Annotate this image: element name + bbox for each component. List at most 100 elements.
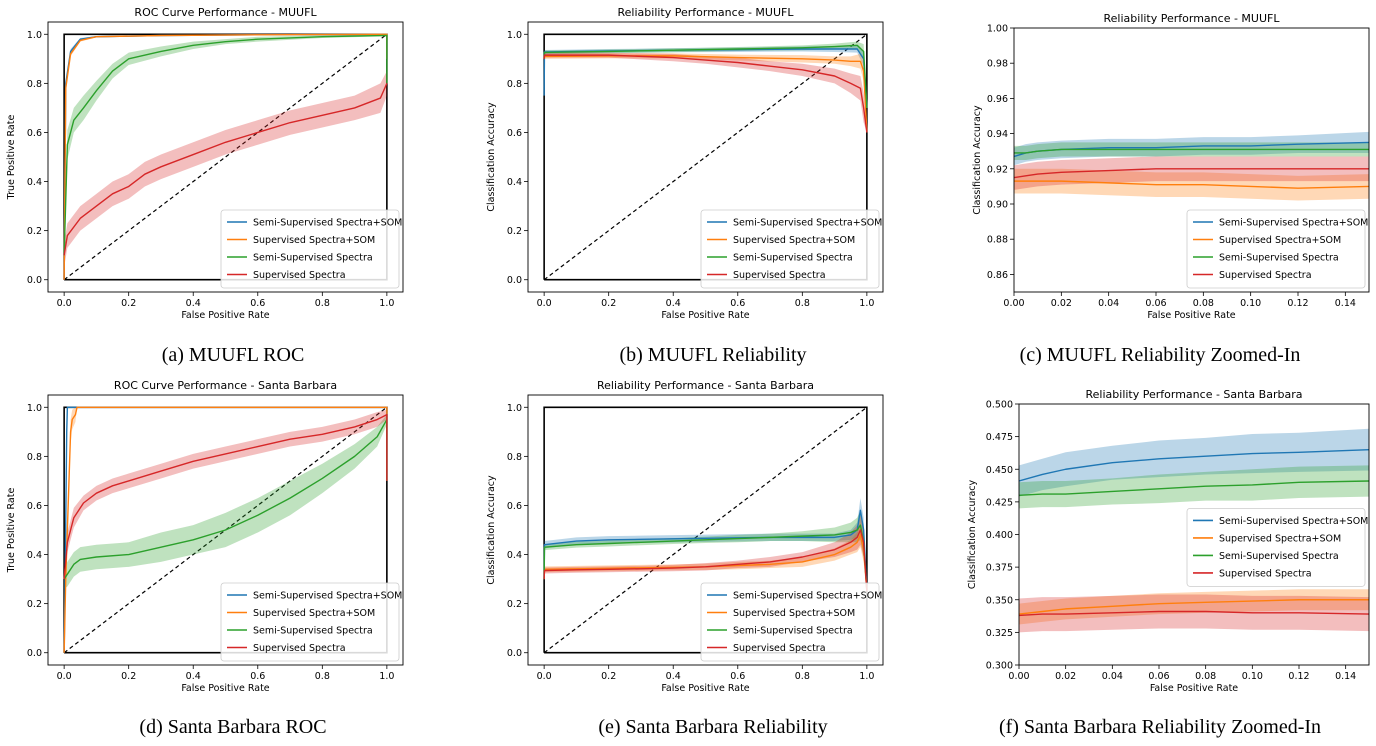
series-line-supervised-spectra [543, 54, 868, 133]
legend-entry: Supervised Spectra+SOM [733, 235, 855, 246]
band-supervised-spectra-som [544, 53, 867, 133]
band-semi-supervised-spectra [64, 414, 387, 589]
series-line-semi-supervised-spectra [63, 34, 388, 256]
legend: Semi-Supervised Spectra+SOM Supervised Sp… [220, 209, 402, 289]
x-tick-label: 0.8 [315, 298, 330, 309]
axes-frame [47, 394, 404, 666]
plot-area [543, 33, 868, 281]
y-tick-label: 0.8 [507, 79, 522, 90]
legend: Semi-Supervised Spectra+SOM Supervised Sp… [700, 582, 882, 662]
x-tick-label: 0.6 [250, 298, 265, 309]
x-tick-label: 1.0 [859, 671, 874, 682]
y-tick-label: 0.2 [27, 599, 42, 610]
chart-1: ROC Curve Performance - MUUFL 0.0 0.2 0.4 0.… [6, 6, 404, 321]
x-tick-label: 0.8 [795, 298, 810, 309]
x-tick-label: 0.6 [250, 671, 265, 682]
legend-entry: Semi-Supervised Spectra+SOM [733, 218, 882, 229]
legend-entry: Supervised Spectra+SOM [1219, 235, 1341, 246]
y-tick-label: 0.2 [507, 226, 522, 237]
legend-entry: Semi-Supervised Spectra [733, 253, 853, 264]
chart-5: Reliability Performance - Santa Barbara 0… [486, 379, 884, 694]
y-tick-label: 1.0 [507, 30, 522, 41]
legend-box [700, 582, 880, 662]
x-axis-label: False Positive Rate [661, 310, 749, 321]
legend-entry: Supervised Spectra [253, 643, 346, 654]
legend: Semi-Supervised Spectra+SOM Supervised Sp… [1186, 507, 1368, 587]
chart-3: Reliability Performance - MUUFL 0.00 0.02 0… [972, 12, 1370, 321]
legend-entry: Supervised Spectra [1219, 568, 1312, 579]
y-tick-label: 0.2 [27, 226, 42, 237]
x-axis-label: False Positive Rate [181, 683, 269, 694]
series-line-semi-supervised-spectra [543, 524, 868, 592]
y-tick-label: 0.4 [27, 177, 42, 188]
x-tick-label: 0.10 [1240, 298, 1261, 309]
chart-6: Reliability Performance - Santa Barbara 0… [967, 388, 1370, 694]
y-tick-label: 1.0 [507, 403, 522, 414]
plot-area [1019, 428, 1369, 633]
legend-entry: Semi-Supervised Spectra+SOM [733, 591, 882, 602]
x-tick-label: 0.04 [1102, 671, 1123, 682]
series-line-supervised-spectra-som [543, 534, 868, 592]
series-line-supervised-spectra-som [63, 406, 388, 653]
x-tick-label: 0.12 [1287, 298, 1308, 309]
legend: Semi-Supervised Spectra+SOM Supervised Sp… [1186, 209, 1368, 289]
chart-title: ROC Curve Performance - Santa Barbara [114, 379, 337, 392]
x-tick-label: 0.02 [1051, 298, 1072, 309]
chart-title: Reliability Performance - Santa Barbara [1086, 388, 1303, 401]
y-tick-label: 0.6 [507, 128, 522, 139]
y-tick-label: 0.500 [986, 400, 1013, 411]
y-tick-label: 1.0 [27, 30, 42, 41]
chart-title: Reliability Performance - Santa Barbara [597, 379, 814, 392]
x-tick-label: 0.00 [1003, 298, 1024, 309]
series-line-supervised-spectra-som [1019, 599, 1369, 615]
band-supervised-spectra-som [1019, 589, 1369, 625]
y-tick-label: 0.0 [507, 275, 522, 286]
y-tick-label: 0.4 [27, 550, 42, 561]
diagonal-line [63, 33, 388, 281]
x-axis-label: False Positive Rate [1150, 683, 1238, 694]
x-tick-label: 0.2 [601, 298, 616, 309]
legend-entry: Supervised Spectra [253, 270, 346, 281]
chart-title: Reliability Performance - MUUFL [1104, 12, 1281, 25]
legend-entry: Supervised Spectra+SOM [1219, 533, 1341, 544]
x-axis-label: False Positive Rate [661, 683, 749, 694]
x-tick-label: 0.06 [1148, 671, 1169, 682]
y-tick-label: 1.00 [987, 24, 1008, 35]
x-tick-label: 0.2 [121, 298, 136, 309]
y-tick-label: 0.2 [507, 599, 522, 610]
x-axis-label: False Positive Rate [181, 310, 269, 321]
band-supervised-spectra [544, 52, 867, 133]
series-line-supervised-spectra-som [63, 33, 388, 280]
legend-entry: Semi-Supervised Spectra [253, 253, 373, 264]
y-tick-label: 0.88 [987, 235, 1008, 246]
axes-frame [527, 394, 884, 666]
y-tick-label: 0.8 [507, 452, 522, 463]
legend-entry: Supervised Spectra [733, 643, 826, 654]
diagonal-line [543, 406, 868, 654]
x-tick-label: 0.8 [315, 671, 330, 682]
x-tick-label: 0.08 [1193, 298, 1214, 309]
x-tick-label: 0.4 [666, 671, 681, 682]
series-line-semi-supervised-spectra [543, 44, 868, 108]
y-tick-label: 0.6 [507, 501, 522, 512]
chart-2: Reliability Performance - MUUFL 0.0 0.2 0.4… [486, 6, 884, 321]
legend: Semi-Supervised Spectra+SOM Supervised Sp… [220, 582, 402, 662]
series-line-supervised-spectra [63, 83, 388, 256]
x-tick-label: 0.0 [57, 671, 72, 682]
band-supervised-spectra [1019, 594, 1369, 633]
legend-entry: Supervised Spectra+SOM [253, 608, 375, 619]
x-tick-label: 0.0 [537, 671, 552, 682]
y-tick-label: 0.350 [986, 595, 1013, 606]
y-axis-label: True Positive Rate [6, 115, 17, 201]
x-tick-label: 0.04 [1098, 298, 1119, 309]
y-tick-label: 0.92 [987, 164, 1008, 175]
series-line-supervised-spectra [1019, 610, 1369, 617]
x-tick-label: 0.00 [1008, 671, 1029, 682]
band-supervised-spectra [64, 71, 387, 268]
y-tick-label: 0.0 [507, 648, 522, 659]
x-tick-label: 0.8 [795, 671, 810, 682]
x-tick-label: 0.14 [1335, 671, 1356, 682]
legend-entry: Semi-Supervised Spectra+SOM [253, 218, 402, 229]
plot-area [63, 33, 388, 281]
series-line-supervised-spectra [543, 529, 868, 592]
